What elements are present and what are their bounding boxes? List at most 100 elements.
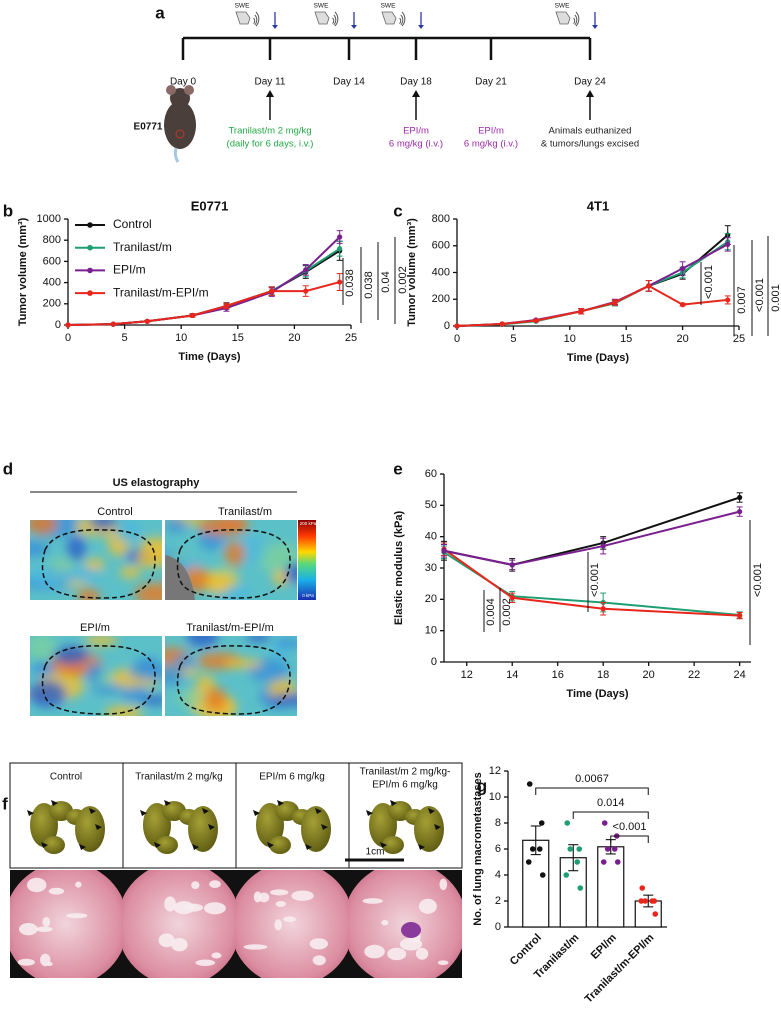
lung-lobe	[75, 806, 105, 852]
legend-marker	[87, 290, 93, 296]
arrowhead	[89, 808, 96, 814]
x-tick-label: 24	[734, 669, 746, 681]
lung-lobe	[156, 836, 178, 854]
texture-blob	[53, 645, 89, 666]
marker	[110, 321, 116, 327]
panel-label: e	[393, 459, 402, 478]
texture-blob	[85, 636, 118, 646]
airway	[291, 890, 314, 901]
wave-icon	[254, 14, 258, 26]
marker	[65, 322, 71, 328]
arrowhead	[267, 842, 274, 848]
airway	[195, 959, 216, 967]
p-value: 0.001	[770, 284, 781, 312]
y-tick-label: 10	[489, 791, 501, 803]
y-tick-label: 10	[425, 625, 437, 637]
series-line	[456, 243, 729, 327]
lung-lobe	[382, 836, 404, 854]
x-tick-label: 22	[688, 669, 700, 681]
texture-blob	[174, 655, 195, 670]
mouse-ear	[166, 85, 176, 95]
texture-blob	[86, 662, 103, 683]
airway	[309, 938, 328, 950]
x-axis-label: Time (Days)	[566, 688, 628, 700]
airway	[439, 878, 448, 891]
texture-blob	[30, 565, 71, 588]
legend-label: Tranilast/m	[113, 240, 172, 254]
group-label: EPI/m 6 mg/kg	[259, 772, 325, 783]
y-tick-label: 800	[43, 234, 61, 246]
data-point	[642, 898, 649, 904]
airway	[270, 889, 289, 896]
y-tick-label: 600	[43, 255, 61, 267]
marker	[441, 548, 447, 554]
swe-label: SWE	[381, 3, 396, 10]
airway	[48, 887, 65, 895]
data-point	[649, 898, 656, 904]
elastography-image	[30, 636, 162, 716]
x-tick-label: 5	[122, 332, 128, 344]
marker	[600, 606, 606, 612]
y-tick-label: 0	[431, 656, 437, 668]
wave-icon	[334, 11, 339, 27]
p-value: <0.001	[613, 821, 647, 833]
y-tick-label: 8	[495, 817, 501, 829]
airway	[164, 896, 176, 912]
elastography-image	[30, 520, 162, 600]
legend-label: EPI/m	[113, 263, 146, 277]
marker	[725, 241, 731, 248]
data-point	[536, 846, 543, 852]
texture-blob	[30, 636, 57, 661]
airway	[312, 955, 326, 966]
mouse-tail	[173, 147, 180, 163]
wave-icon	[401, 11, 406, 27]
legend-marker	[87, 222, 93, 228]
y-tick-label: 600	[432, 240, 450, 252]
arrowhead	[51, 800, 58, 806]
day-label: Day 18	[400, 77, 432, 88]
chart-title: 4T1	[587, 198, 609, 213]
data-point	[601, 820, 608, 826]
x-tick-label: 25	[345, 332, 357, 344]
wave-icon	[333, 14, 337, 26]
data-point	[652, 911, 659, 917]
scale-label: 1cm	[366, 847, 385, 858]
treatment-label: EPI/m	[403, 126, 429, 137]
panel-label: a	[155, 3, 165, 22]
histology-field	[10, 870, 123, 978]
swe-arrow-head	[418, 25, 424, 29]
airway	[75, 881, 82, 888]
p-value: 0.038	[344, 269, 356, 297]
airway	[362, 898, 383, 904]
y-tick-label: 0	[55, 319, 61, 331]
data-point	[563, 872, 570, 878]
significance-bracket	[610, 835, 649, 843]
x-axis-label: Time (Days)	[567, 352, 629, 364]
marker	[578, 308, 584, 314]
group-label: Control	[50, 772, 82, 783]
airway	[17, 958, 35, 966]
y-tick-label: 1000	[37, 213, 61, 225]
texture-blob	[119, 565, 141, 579]
p-value: 0.014	[597, 797, 625, 809]
texture-blob	[234, 536, 264, 547]
significance-bracket	[572, 811, 649, 819]
p-value: <0.001	[754, 278, 766, 312]
chart-title: E0771	[191, 198, 229, 213]
probe-icon	[555, 11, 571, 25]
wave-icon	[575, 11, 580, 27]
arrowhead	[154, 842, 161, 848]
arrowhead	[253, 810, 260, 816]
marker	[725, 297, 731, 303]
airway	[203, 902, 226, 915]
mouse-ear	[184, 85, 194, 95]
y-tick-label: 4	[495, 869, 501, 881]
swe-arrow-head	[351, 25, 357, 29]
elastography-image	[165, 520, 297, 600]
texture-blob	[66, 534, 86, 562]
x-tick-label: 10	[564, 333, 576, 345]
probe-icon	[235, 11, 251, 25]
y-tick-label: 50	[425, 499, 437, 511]
texture-blob	[245, 636, 271, 643]
arrowhead	[202, 808, 209, 814]
